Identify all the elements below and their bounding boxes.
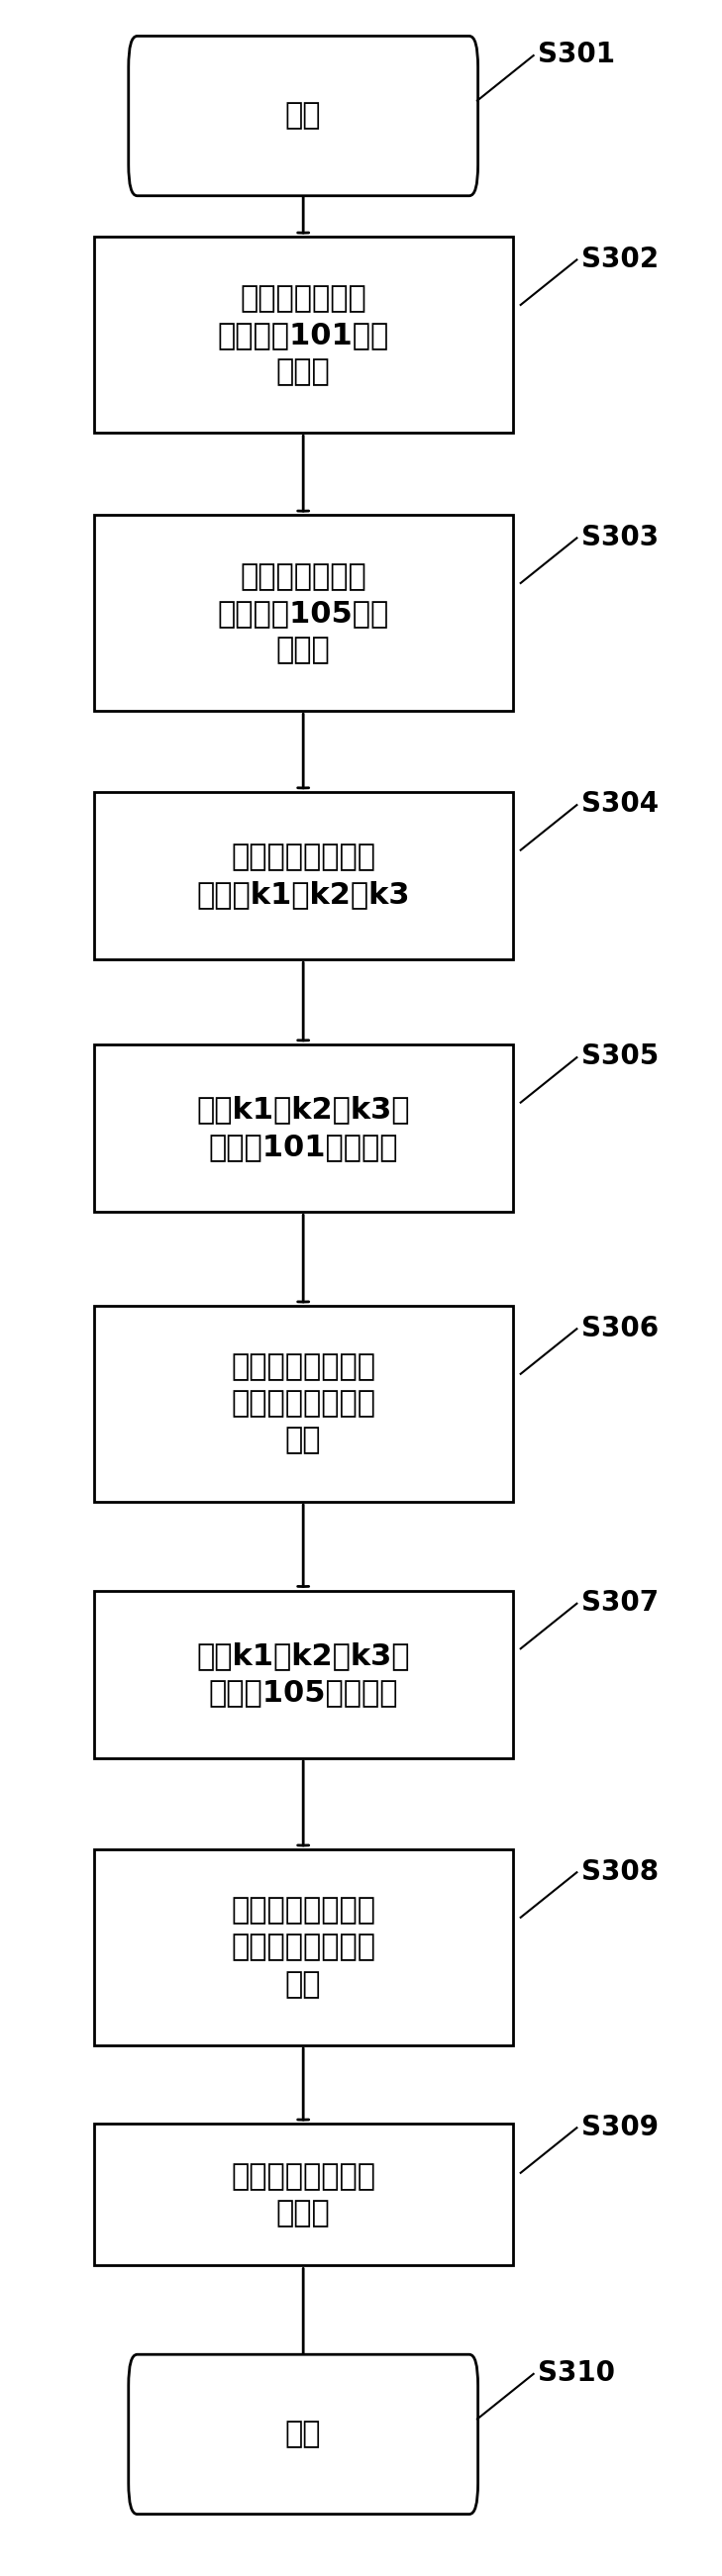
Text: S305: S305 <box>581 1043 658 1072</box>
Bar <box>94 1306 513 1502</box>
Text: 利用k1、k2、k3计
算探头101处磁干扰: 利用k1、k2、k3计 算探头101处磁干扰 <box>196 1095 410 1162</box>
FancyBboxPatch shape <box>129 2354 478 2514</box>
Text: S302: S302 <box>581 245 658 273</box>
Text: 根据两探头数据计
算参数k1、k2和k3: 根据两探头数据计 算参数k1、k2和k3 <box>196 842 410 909</box>
Text: 计算得到地磁场的
平均值: 计算得到地磁场的 平均值 <box>231 2161 375 2228</box>
Bar <box>94 1850 513 2045</box>
Text: 利用k1、k2、k3计
算探头105处磁干扰: 利用k1、k2、k3计 算探头105处磁干扰 <box>196 1641 410 1708</box>
Text: 读取第二矢量磁
力仪探头105的测
量数据: 读取第二矢量磁 力仪探头105的测 量数据 <box>217 562 389 665</box>
Text: 计算第一矢量磁力
仪探头位置处地磁
场值: 计算第一矢量磁力 仪探头位置处地磁 场值 <box>231 1352 375 1455</box>
Bar <box>94 2123 513 2267</box>
Bar <box>94 1046 513 1211</box>
Text: S306: S306 <box>581 1314 658 1342</box>
Text: 计算第二矢量磁力
仪探头位置处地磁
场值: 计算第二矢量磁力 仪探头位置处地磁 场值 <box>231 1896 375 1999</box>
Text: S310: S310 <box>538 2360 615 2388</box>
Text: S308: S308 <box>581 1857 658 1886</box>
Bar <box>94 1589 513 1757</box>
Text: S307: S307 <box>581 1589 658 1618</box>
Text: S309: S309 <box>581 2112 658 2141</box>
FancyBboxPatch shape <box>129 36 478 196</box>
Text: S301: S301 <box>538 41 615 70</box>
Bar <box>94 237 513 433</box>
Text: 读取第一矢量磁
力仪探头101的测
量数据: 读取第一矢量磁 力仪探头101的测 量数据 <box>217 283 389 386</box>
Bar <box>94 791 513 958</box>
Text: 结束: 结束 <box>285 2419 321 2450</box>
Text: S304: S304 <box>581 791 658 819</box>
Text: S303: S303 <box>581 523 658 551</box>
Bar <box>94 515 513 711</box>
Text: 开始: 开始 <box>285 100 321 131</box>
